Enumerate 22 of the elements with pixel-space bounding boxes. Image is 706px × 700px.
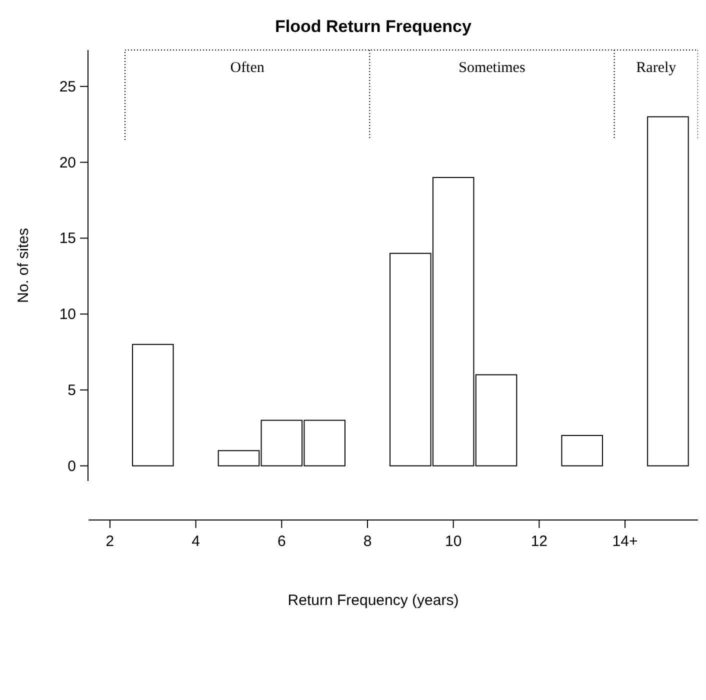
y-tick-label: 25 (59, 78, 76, 96)
y-tick-label: 20 (59, 154, 76, 172)
x-tick-label: 8 (363, 533, 372, 550)
y-tick-label: 0 (68, 458, 76, 475)
y-tick-label: 5 (68, 382, 76, 399)
x-tick-label: 4 (192, 533, 200, 550)
y-tick-label: 10 (59, 306, 76, 324)
x-tick-label: 14+ (612, 533, 638, 550)
x-axis-title: Return Frequency (years) (288, 592, 459, 609)
x-tick-label: 12 (530, 533, 548, 550)
annotation: Rarely (636, 60, 677, 76)
bar (561, 434, 603, 466)
annotation: Often (230, 60, 265, 76)
bar (647, 116, 689, 466)
annotation: Sometimes (458, 60, 526, 76)
y-axis-title: No. of sites (15, 228, 32, 304)
y-tick-label: 15 (59, 230, 76, 248)
x-tick-label: 10 (445, 533, 462, 550)
chart-title: Flood Return Frequency (275, 17, 472, 36)
bar (132, 344, 174, 466)
x-tick-label: 2 (106, 533, 114, 550)
x-tick-label: 6 (277, 533, 286, 550)
